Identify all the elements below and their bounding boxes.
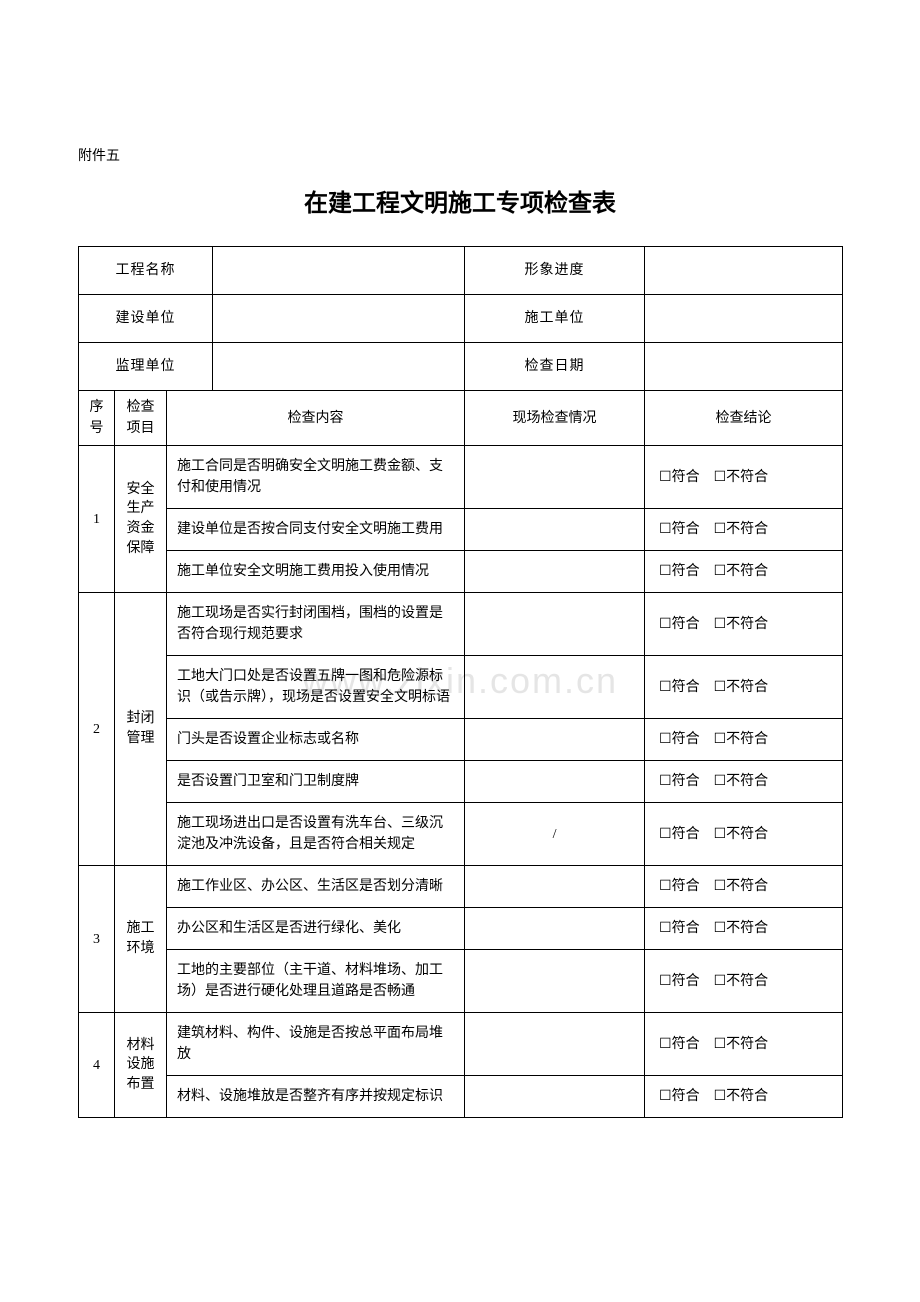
info-label: 施工单位 (465, 295, 645, 343)
header-situation: 现场检查情况 (465, 391, 645, 446)
situation-cell (465, 656, 645, 719)
header-seq: 序号 (79, 391, 115, 446)
table-row: 4材料设施布置建筑材料、构件、设施是否按总平面布局堆放☐符合 ☐不符合 (79, 1013, 843, 1076)
conclusion-cell: ☐符合 ☐不符合 (645, 551, 843, 593)
table-row: 3施工环境施工作业区、办公区、生活区是否划分清晰☐符合 ☐不符合 (79, 866, 843, 908)
info-row: 工程名称 形象进度 (79, 247, 843, 295)
table-row: 办公区和生活区是否进行绿化、美化 ☐符合 ☐不符合 (79, 908, 843, 950)
header-content: 检查内容 (167, 391, 465, 446)
situation-cell: / (465, 803, 645, 866)
table-row: 工地大门口处是否设置五牌一图和危险源标识（或告示牌），现场是否设置安全文明标语 ☐… (79, 656, 843, 719)
conclusion-cell: ☐符合 ☐不符合 (645, 803, 843, 866)
conclusion-cell: ☐符合 ☐不符合 (645, 1076, 843, 1118)
table-row: 施工单位安全文明施工费用投入使用情况 ☐符合 ☐不符合 (79, 551, 843, 593)
content-cell: 是否设置门卫室和门卫制度牌 (167, 761, 465, 803)
content-cell: 建筑材料、构件、设施是否按总平面布局堆放 (167, 1013, 465, 1076)
table-row: 1安全生产资金保障施工合同是否明确安全文明施工费金额、支付和使用情况☐符合 ☐不… (79, 446, 843, 509)
content-cell: 施工现场进出口是否设置有洗车台、三级沉淀池及冲洗设备，且是否符合相关规定 (167, 803, 465, 866)
seq-cell: 2 (79, 593, 115, 866)
seq-cell: 3 (79, 866, 115, 1013)
table-row: 施工现场进出口是否设置有洗车台、三级沉淀池及冲洗设备，且是否符合相关规定/☐符合… (79, 803, 843, 866)
info-value (213, 343, 465, 391)
header-item: 检查项目 (115, 391, 167, 446)
info-value (645, 247, 843, 295)
table-row: 门头是否设置企业标志或名称 ☐符合 ☐不符合 (79, 719, 843, 761)
content-cell: 工地大门口处是否设置五牌一图和危险源标识（或告示牌），现场是否设置安全文明标语 (167, 656, 465, 719)
situation-cell (465, 1076, 645, 1118)
info-label: 工程名称 (79, 247, 213, 295)
content-cell: 施工单位安全文明施工费用投入使用情况 (167, 551, 465, 593)
situation-cell (465, 950, 645, 1013)
seq-cell: 1 (79, 446, 115, 593)
situation-cell (465, 908, 645, 950)
conclusion-cell: ☐符合 ☐不符合 (645, 761, 843, 803)
content-cell: 材料、设施堆放是否整齐有序并按规定标识 (167, 1076, 465, 1118)
table-row: 材料、设施堆放是否整齐有序并按规定标识 ☐符合 ☐不符合 (79, 1076, 843, 1118)
info-value (213, 295, 465, 343)
item-cell: 施工环境 (115, 866, 167, 1013)
situation-cell (465, 593, 645, 656)
conclusion-cell: ☐符合 ☐不符合 (645, 509, 843, 551)
conclusion-cell: ☐符合 ☐不符合 (645, 656, 843, 719)
situation-cell (465, 761, 645, 803)
situation-cell (465, 551, 645, 593)
conclusion-cell: ☐符合 ☐不符合 (645, 593, 843, 656)
content-cell: 施工作业区、办公区、生活区是否划分清晰 (167, 866, 465, 908)
conclusion-cell: ☐符合 ☐不符合 (645, 866, 843, 908)
conclusion-cell: ☐符合 ☐不符合 (645, 1013, 843, 1076)
page-title: 在建工程文明施工专项检查表 (78, 183, 842, 218)
info-row: 建设单位 施工单位 (79, 295, 843, 343)
info-label: 形象进度 (465, 247, 645, 295)
info-value (645, 343, 843, 391)
content-cell: 办公区和生活区是否进行绿化、美化 (167, 908, 465, 950)
column-header-row: 序号检查项目检查内容现场检查情况检查结论 (79, 391, 843, 446)
info-label: 检查日期 (465, 343, 645, 391)
item-cell: 封闭管理 (115, 593, 167, 866)
info-label: 建设单位 (79, 295, 213, 343)
situation-cell (465, 509, 645, 551)
conclusion-cell: ☐符合 ☐不符合 (645, 950, 843, 1013)
content-cell: 工地的主要部位（主干道、材料堆场、加工场）是否进行硬化处理且道路是否畅通 (167, 950, 465, 1013)
info-value (645, 295, 843, 343)
conclusion-cell: ☐符合 ☐不符合 (645, 719, 843, 761)
table-row: 建设单位是否按合同支付安全文明施工费用 ☐符合 ☐不符合 (79, 509, 843, 551)
conclusion-cell: ☐符合 ☐不符合 (645, 908, 843, 950)
item-cell: 材料设施布置 (115, 1013, 167, 1118)
info-label: 监理单位 (79, 343, 213, 391)
content-cell: 施工合同是否明确安全文明施工费金额、支付和使用情况 (167, 446, 465, 509)
info-value (213, 247, 465, 295)
conclusion-cell: ☐符合 ☐不符合 (645, 446, 843, 509)
content-cell: 门头是否设置企业标志或名称 (167, 719, 465, 761)
situation-cell (465, 866, 645, 908)
header-conclusion: 检查结论 (645, 391, 843, 446)
table-row: 工地的主要部位（主干道、材料堆场、加工场）是否进行硬化处理且道路是否畅通 ☐符合 … (79, 950, 843, 1013)
content-cell: 施工现场是否实行封闭围档，围档的设置是否符合现行规范要求 (167, 593, 465, 656)
info-row: 监理单位 检查日期 (79, 343, 843, 391)
situation-cell (465, 1013, 645, 1076)
attachment-label: 附件五 (78, 145, 842, 165)
situation-cell (465, 719, 645, 761)
situation-cell (465, 446, 645, 509)
seq-cell: 4 (79, 1013, 115, 1118)
table-row: 2封闭管理施工现场是否实行封闭围档，围档的设置是否符合现行规范要求☐符合 ☐不符… (79, 593, 843, 656)
item-cell: 安全生产资金保障 (115, 446, 167, 593)
inspection-table: 工程名称形象进度建设单位施工单位监理单位检查日期序号检查项目检查内容现场检查情况… (78, 246, 843, 1118)
content-cell: 建设单位是否按合同支付安全文明施工费用 (167, 509, 465, 551)
table-row: 是否设置门卫室和门卫制度牌 ☐符合 ☐不符合 (79, 761, 843, 803)
